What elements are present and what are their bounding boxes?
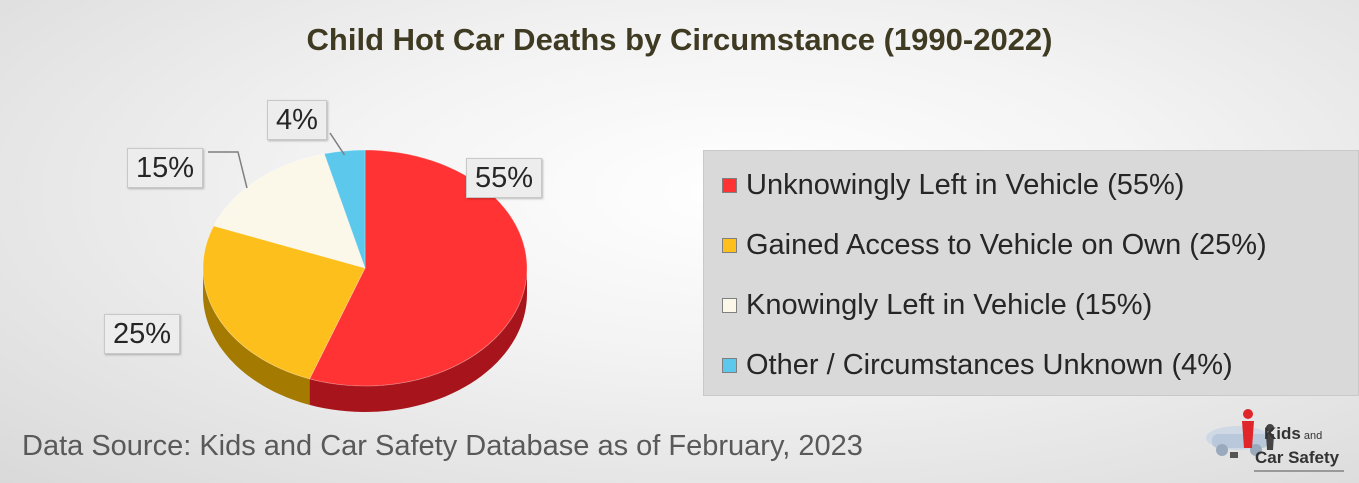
data-label-unknowingly: 55% (466, 158, 543, 198)
logo-text-kids: Kids and (1264, 424, 1322, 444)
chart-legend: Unknowingly Left in Vehicle (55%) Gained… (703, 150, 1359, 396)
logo-word-kids: Kids (1264, 424, 1301, 443)
data-label-knowingly: 15% (127, 148, 204, 188)
data-label-other: 4% (267, 100, 327, 140)
chart-title: Child Hot Car Deaths by Circumstance (19… (306, 22, 1053, 57)
legend-label: Unknowingly Left in Vehicle (55%) (746, 168, 1185, 201)
legend-swatch (722, 297, 737, 313)
leader-lines (208, 132, 346, 189)
pie-slice-other (323, 149, 366, 269)
legend-item-other: Other / Circumstances Unknown (4%) (722, 345, 1233, 385)
pie-sides (203, 268, 527, 412)
legend-label: Other / Circumstances Unknown (4%) (746, 348, 1233, 381)
logo-word-and: and (1303, 430, 1323, 442)
leader-line-other (329, 132, 346, 156)
pie-top (202, 149, 528, 387)
legend-label: Knowingly Left in Vehicle (15%) (746, 288, 1153, 321)
pie-slice-knowingly (213, 153, 366, 269)
logo-text-car-safety: Car Safety (1255, 448, 1340, 467)
data-source-note: Data Source: Kids and Car Safety Databas… (22, 430, 863, 462)
legend-swatch (722, 237, 737, 253)
pie-side-gained (203, 268, 310, 405)
pie-side-unknowingly (309, 268, 527, 412)
legend-swatch (722, 357, 737, 373)
legend-item-gained: Gained Access to Vehicle on Own (25%) (722, 225, 1267, 265)
pie-slice-unknowingly (309, 149, 528, 387)
data-label-gained: 25% (104, 314, 181, 354)
kids-and-car-safety-logo (1206, 409, 1344, 472)
pie-chart (202, 132, 528, 412)
pie-slice-gained (202, 225, 366, 380)
legend-swatch (722, 177, 737, 193)
leader-line-knowingly (208, 151, 248, 189)
legend-label: Gained Access to Vehicle on Own (25%) (746, 228, 1267, 261)
legend-item-unknowingly: Unknowingly Left in Vehicle (55%) (722, 165, 1184, 205)
legend-item-knowingly: Knowingly Left in Vehicle (15%) (722, 285, 1152, 325)
